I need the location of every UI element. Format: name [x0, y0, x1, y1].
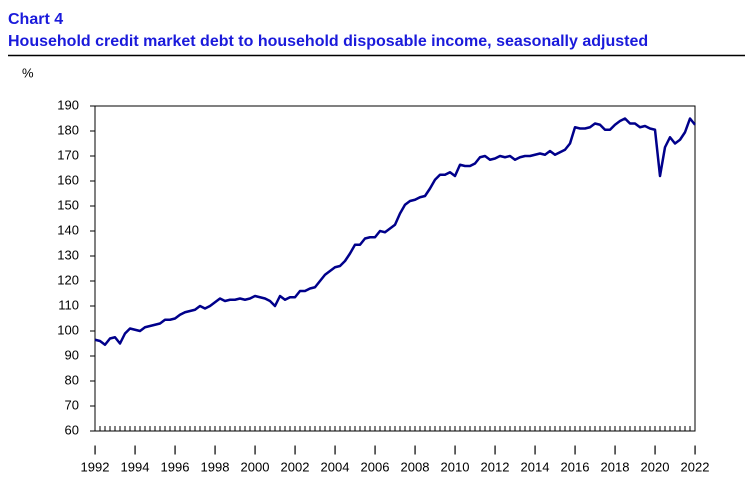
x-tick-marker: I [413, 442, 417, 457]
y-tick-label: 150 [57, 197, 79, 212]
y-tick-label: 110 [58, 297, 79, 312]
x-tick-label: 2006 [361, 459, 390, 474]
x-tick-marker: I [453, 442, 457, 457]
x-tick-marker: I [213, 442, 217, 457]
x-tick-marker: I [173, 442, 177, 457]
x-tick-marker: I [293, 442, 297, 457]
y-tick-label: 170 [57, 147, 79, 162]
y-tick-label: 90 [65, 347, 79, 362]
chart-subtitle: Household credit market debt to househol… [8, 33, 648, 50]
x-tick-label: 1998 [201, 459, 230, 474]
x-tick-marker: I [493, 442, 497, 457]
y-tick-label: 120 [57, 272, 79, 287]
x-tick-label: 2000 [241, 459, 270, 474]
x-tick-label: 1994 [121, 459, 150, 474]
x-tick-marker: I [613, 442, 617, 457]
x-tick-marker: I [573, 442, 577, 457]
x-tick-marker: I [253, 442, 257, 457]
x-tick-label: 2012 [481, 459, 510, 474]
y-tick-label: 140 [57, 222, 79, 237]
y-tick-label: 130 [57, 247, 79, 262]
y-tick-label: 180 [57, 122, 79, 137]
x-tick-marker: I [533, 442, 537, 457]
x-tick-marker: I [93, 442, 97, 457]
x-tick-label: 2002 [281, 459, 310, 474]
x-tick-label: 2004 [321, 459, 350, 474]
plot-frame [94, 105, 696, 432]
x-tick-label: 2010 [441, 459, 470, 474]
chart-title: Chart 4 [8, 11, 63, 28]
y-tick-label: 80 [65, 372, 79, 387]
x-tick-label: 2014 [521, 459, 550, 474]
y-tick-label: 70 [65, 397, 79, 412]
y-tick-label: 160 [57, 172, 79, 187]
x-tick-label: 1992 [81, 459, 110, 474]
x-tick-label: 2018 [601, 459, 630, 474]
x-tick-label: 2020 [641, 459, 670, 474]
data-line [94, 117, 696, 346]
x-tick-label: 2022 [681, 459, 710, 474]
y-tick-label: 60 [65, 422, 79, 437]
x-tick-marker: I [693, 442, 697, 457]
x-tick-marker: I [373, 442, 377, 457]
x-tick-marker: I [133, 442, 137, 457]
x-tick-label: 2008 [401, 459, 430, 474]
x-tick-marker: I [333, 442, 337, 457]
x-tick-label: 2016 [561, 459, 590, 474]
y-tick-label: 190 [57, 97, 79, 112]
y-tick-label: 100 [57, 322, 79, 337]
x-tick-label: 1996 [161, 459, 190, 474]
y-axis-label: % [22, 65, 34, 80]
x-tick-marker: I [653, 442, 657, 457]
